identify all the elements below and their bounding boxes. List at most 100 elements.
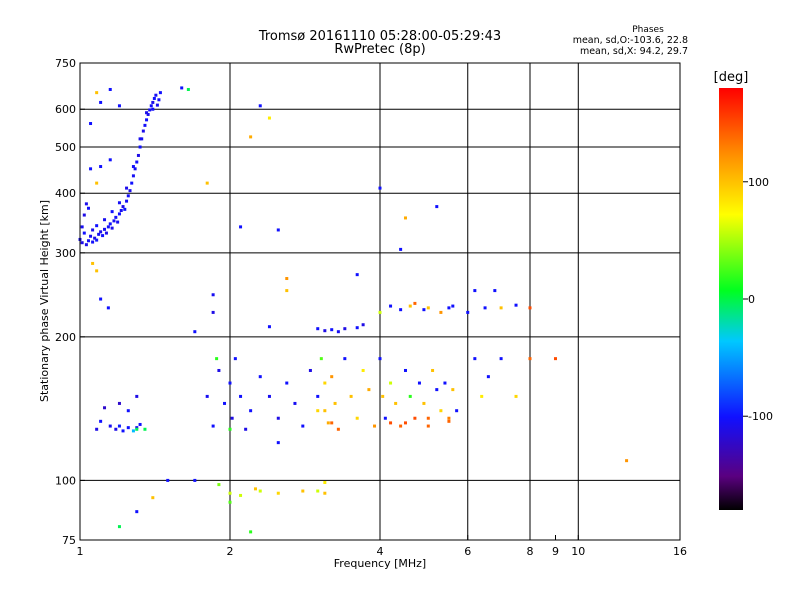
data-point bbox=[193, 330, 197, 334]
data-point bbox=[403, 421, 407, 425]
data-point bbox=[104, 231, 108, 235]
data-point bbox=[355, 273, 359, 277]
data-point bbox=[330, 328, 334, 332]
data-point bbox=[399, 424, 403, 428]
data-point bbox=[361, 368, 365, 372]
x-tick-label: 6 bbox=[464, 545, 471, 558]
data-point bbox=[138, 145, 142, 149]
data-point bbox=[422, 308, 426, 312]
data-point bbox=[116, 220, 120, 224]
data-point bbox=[323, 491, 327, 495]
data-point bbox=[383, 416, 387, 420]
y-tick-label: 100 bbox=[55, 474, 76, 487]
data-point bbox=[117, 201, 121, 205]
data-point bbox=[131, 165, 135, 169]
data-point bbox=[143, 123, 147, 127]
y-tick-label: 75 bbox=[62, 534, 76, 547]
data-point bbox=[422, 401, 426, 405]
data-point bbox=[89, 122, 93, 126]
data-point bbox=[466, 310, 470, 314]
data-point bbox=[106, 225, 110, 229]
data-point bbox=[114, 215, 118, 219]
data-point bbox=[285, 277, 289, 281]
data-point bbox=[381, 394, 385, 398]
data-point bbox=[95, 238, 99, 242]
data-point bbox=[211, 424, 215, 428]
y-tick-label: 300 bbox=[55, 247, 76, 260]
data-point bbox=[86, 239, 90, 243]
data-point bbox=[389, 304, 393, 308]
y-axis: 75 100 200 300 400 500 600 750 bbox=[55, 57, 85, 547]
data-point bbox=[244, 427, 248, 431]
phase-stats-o-mode: mean, sd,O:-103.6, 22.8 bbox=[573, 35, 688, 46]
data-point bbox=[447, 306, 451, 310]
data-point bbox=[399, 308, 403, 312]
data-point bbox=[276, 416, 280, 420]
data-point bbox=[151, 107, 155, 111]
colorbar-tick-label: 100 bbox=[748, 176, 769, 189]
data-point bbox=[499, 306, 503, 310]
data-point bbox=[97, 232, 101, 236]
data-point bbox=[378, 310, 382, 314]
data-point bbox=[323, 409, 327, 413]
data-point bbox=[135, 427, 139, 431]
data-point bbox=[373, 424, 377, 428]
data-point bbox=[499, 357, 503, 361]
data-point bbox=[316, 489, 320, 493]
data-point bbox=[108, 87, 112, 91]
data-point bbox=[308, 368, 312, 372]
data-point bbox=[117, 424, 121, 428]
data-point bbox=[119, 208, 123, 212]
data-point bbox=[95, 224, 99, 228]
data-point bbox=[117, 525, 121, 529]
data-point bbox=[443, 381, 447, 385]
data-point bbox=[323, 480, 327, 484]
data-point bbox=[301, 489, 305, 493]
data-point bbox=[91, 261, 95, 265]
data-point bbox=[333, 401, 337, 405]
data-point bbox=[285, 381, 289, 385]
data-point bbox=[378, 357, 382, 361]
data-point bbox=[108, 424, 112, 428]
data-point bbox=[378, 186, 382, 190]
data-point bbox=[211, 310, 215, 314]
data-point bbox=[121, 429, 125, 433]
data-point bbox=[126, 194, 130, 198]
data-point bbox=[95, 269, 99, 273]
data-point bbox=[101, 234, 105, 238]
data-point bbox=[258, 104, 262, 108]
data-point bbox=[258, 375, 262, 379]
data-point bbox=[399, 247, 403, 251]
data-point bbox=[486, 375, 490, 379]
data-point bbox=[413, 301, 417, 305]
data-point bbox=[439, 409, 443, 413]
colorbar bbox=[719, 88, 743, 510]
data-point bbox=[316, 394, 320, 398]
data-point bbox=[361, 323, 365, 327]
data-point bbox=[451, 304, 455, 308]
data-point bbox=[135, 426, 139, 430]
data-point bbox=[447, 419, 451, 423]
data-point bbox=[151, 100, 155, 104]
data-point bbox=[180, 86, 184, 90]
y-tick-label: 500 bbox=[55, 141, 76, 154]
data-point bbox=[93, 236, 97, 240]
data-point bbox=[95, 181, 99, 185]
data-point bbox=[439, 310, 443, 314]
data-point bbox=[239, 493, 243, 497]
data-point bbox=[130, 181, 134, 185]
data-point bbox=[125, 186, 129, 190]
data-point bbox=[528, 357, 532, 361]
data-point bbox=[228, 427, 232, 431]
data-point bbox=[80, 241, 84, 245]
data-point bbox=[133, 167, 137, 171]
data-point bbox=[528, 306, 532, 310]
data-point bbox=[473, 289, 477, 293]
data-point bbox=[426, 424, 430, 428]
data-point bbox=[157, 98, 161, 102]
data-point bbox=[417, 381, 421, 385]
data-point bbox=[403, 216, 407, 220]
data-point bbox=[91, 240, 95, 244]
data-point bbox=[125, 199, 129, 203]
